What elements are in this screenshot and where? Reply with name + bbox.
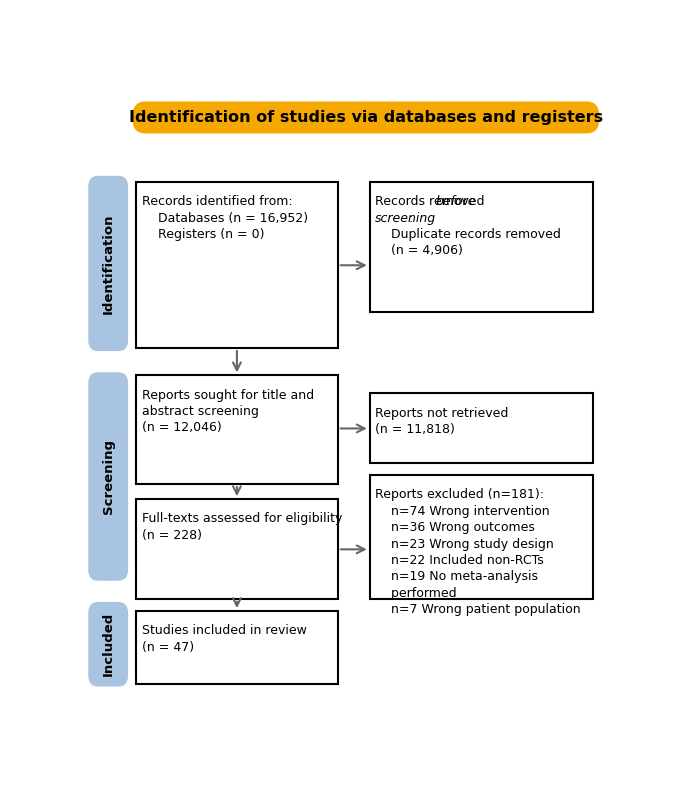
Text: before: before <box>436 195 476 208</box>
FancyBboxPatch shape <box>88 372 128 581</box>
Text: n=74 Wrong intervention: n=74 Wrong intervention <box>375 505 549 518</box>
Text: Reports not retrieved: Reports not retrieved <box>375 407 508 420</box>
Text: Full-texts assessed for eligibility: Full-texts assessed for eligibility <box>142 513 342 525</box>
Text: (n = 11,818): (n = 11,818) <box>375 423 455 436</box>
FancyBboxPatch shape <box>88 602 128 687</box>
Text: abstract screening: abstract screening <box>142 405 260 418</box>
Text: Studies included in review: Studies included in review <box>142 624 308 637</box>
Text: Included: Included <box>101 612 114 677</box>
Text: (n = 47): (n = 47) <box>142 641 195 654</box>
Bar <box>370 475 593 599</box>
Text: Screening: Screening <box>101 439 114 514</box>
Text: Records identified from:: Records identified from: <box>142 195 293 208</box>
Bar <box>136 375 338 484</box>
Text: n=36 Wrong outcomes: n=36 Wrong outcomes <box>375 521 535 534</box>
Bar <box>136 611 338 684</box>
Text: n=22 Included non-RCTs: n=22 Included non-RCTs <box>375 554 544 567</box>
Bar <box>370 182 593 312</box>
FancyBboxPatch shape <box>88 176 128 351</box>
Bar <box>136 182 338 348</box>
FancyBboxPatch shape <box>132 101 599 133</box>
Bar <box>136 499 338 599</box>
Text: Registers (n = 0): Registers (n = 0) <box>142 228 265 241</box>
Text: screening: screening <box>375 211 436 225</box>
Text: Duplicate records removed: Duplicate records removed <box>375 228 561 241</box>
Text: n=23 Wrong study design: n=23 Wrong study design <box>375 538 553 550</box>
Text: Reports excluded (n=181):: Reports excluded (n=181): <box>375 488 544 502</box>
Text: Identification: Identification <box>101 214 114 314</box>
Text: n=7 Wrong patient population: n=7 Wrong patient population <box>375 603 581 616</box>
Text: n=19 No meta-analysis: n=19 No meta-analysis <box>375 571 538 583</box>
Text: performed: performed <box>375 586 457 600</box>
Text: Reports sought for title and: Reports sought for title and <box>142 389 314 402</box>
Text: :: : <box>409 211 413 225</box>
Bar <box>370 393 593 463</box>
Text: Databases (n = 16,952): Databases (n = 16,952) <box>142 211 308 225</box>
Text: (n = 4,906): (n = 4,906) <box>375 244 463 257</box>
Text: Identification of studies via databases and registers: Identification of studies via databases … <box>129 110 603 125</box>
Text: Records removed: Records removed <box>375 195 488 208</box>
Text: (n = 12,046): (n = 12,046) <box>142 422 222 434</box>
Text: (n = 228): (n = 228) <box>142 529 203 542</box>
